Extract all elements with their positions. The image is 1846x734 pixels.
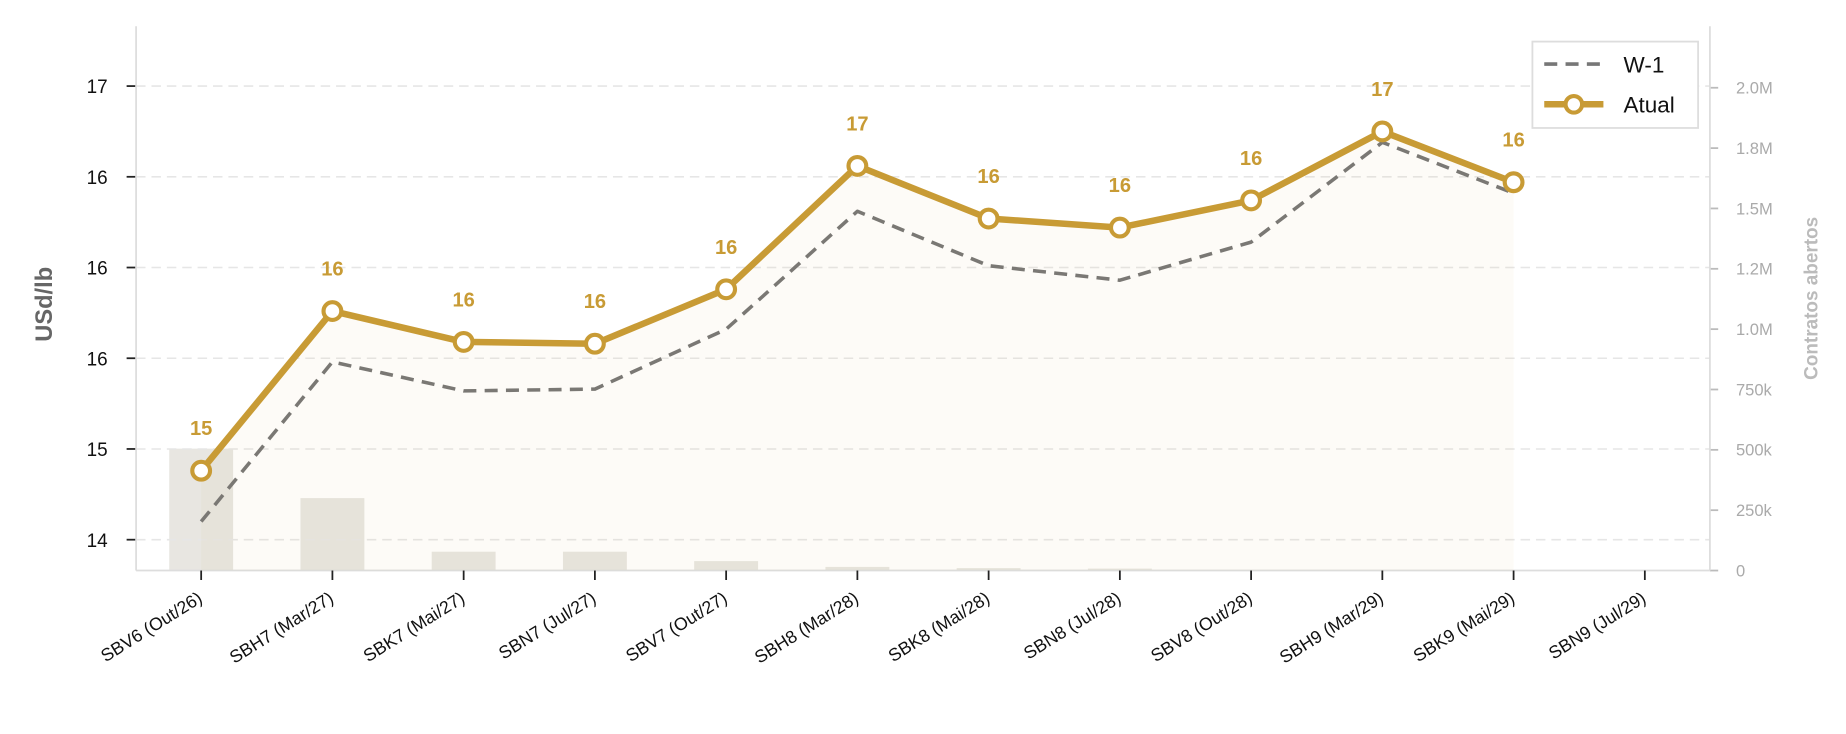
data-label: 16 <box>1240 148 1262 170</box>
y-tick-label: 14 <box>87 531 108 552</box>
marker <box>190 459 213 482</box>
y-tick-label: 16 <box>87 168 108 189</box>
legend-label: Atual <box>1624 93 1675 118</box>
y2-tick-label: 500k <box>1736 441 1773 460</box>
bar <box>1087 568 1152 571</box>
y2-axis-label: Contratos abertos <box>1802 217 1823 380</box>
x-tick-label: SBK8 (Mai/28) <box>885 588 993 666</box>
x-tick-label: SBN7 (Jul/27) <box>495 588 599 664</box>
y-tick-label: 17 <box>87 77 108 98</box>
x-tick-label: SBH7 (Mar/27) <box>226 588 337 668</box>
data-label: 17 <box>846 113 868 135</box>
legend-marker <box>1563 93 1585 115</box>
marker <box>715 278 738 301</box>
legend-box <box>1531 40 1699 129</box>
x-tick-label: SBH8 (Mar/28) <box>751 588 862 668</box>
y2-tick-label: 0 <box>1736 561 1745 580</box>
x-tick-label: SBN8 (Jul/28) <box>1020 588 1124 664</box>
legend: W-1 Atual <box>1531 40 1699 129</box>
x-tick-label: SBV8 (Out/28) <box>1147 588 1255 666</box>
x-tick-label: SBV6 (Out/26) <box>97 588 205 666</box>
bar <box>300 498 365 571</box>
y2-tick-label: 1.8M <box>1736 139 1773 158</box>
bar <box>694 561 759 571</box>
y2-tick-label: 1.5M <box>1736 199 1773 218</box>
line <box>199 140 1515 523</box>
bar <box>431 551 496 571</box>
data-label: 16 <box>715 237 737 259</box>
area-fill <box>201 131 1514 571</box>
marker <box>1502 171 1525 194</box>
marker <box>977 207 1000 230</box>
bar <box>825 566 890 571</box>
y-tick-label: 15 <box>87 440 108 461</box>
marker <box>583 332 606 355</box>
data-label: 16 <box>1502 130 1524 152</box>
y-tick-label: 16 <box>87 259 108 280</box>
data-label: 17 <box>1371 79 1393 101</box>
x-tick-label: SBH9 (Mar/29) <box>1276 588 1387 668</box>
x-tick-label: SBK9 (Mai/29) <box>1410 588 1518 666</box>
marker <box>1240 189 1263 212</box>
marker <box>1371 120 1394 143</box>
y2-tick-label: 1.0M <box>1736 320 1773 339</box>
data-label: 16 <box>584 291 606 313</box>
marker <box>452 330 475 353</box>
y2-tick-label: 2.0M <box>1736 79 1773 98</box>
marker <box>1108 216 1131 239</box>
x-tick-label: SBN9 (Jul/29) <box>1545 588 1649 664</box>
legend-label: W-1 <box>1624 52 1665 77</box>
y2-tick-label: 1.2M <box>1736 260 1773 279</box>
data-label: 16 <box>452 289 474 311</box>
y-tick-label: 16 <box>87 349 108 370</box>
data-label: 16 <box>1109 175 1131 197</box>
data-label: 16 <box>321 259 343 281</box>
bar <box>562 551 627 571</box>
data-label: 16 <box>977 166 999 188</box>
y2-tick-label: 750k <box>1736 380 1773 399</box>
x-tick-label: SBV7 (Out/27) <box>622 588 730 666</box>
marker <box>846 154 869 177</box>
data-label: 15 <box>190 418 212 440</box>
bar <box>956 568 1021 571</box>
y2-tick-label: 250k <box>1736 501 1773 520</box>
y-axis-label: USd/lb <box>32 267 58 342</box>
x-tick-label: SBK7 (Mai/27) <box>360 588 468 666</box>
marker <box>321 300 344 323</box>
